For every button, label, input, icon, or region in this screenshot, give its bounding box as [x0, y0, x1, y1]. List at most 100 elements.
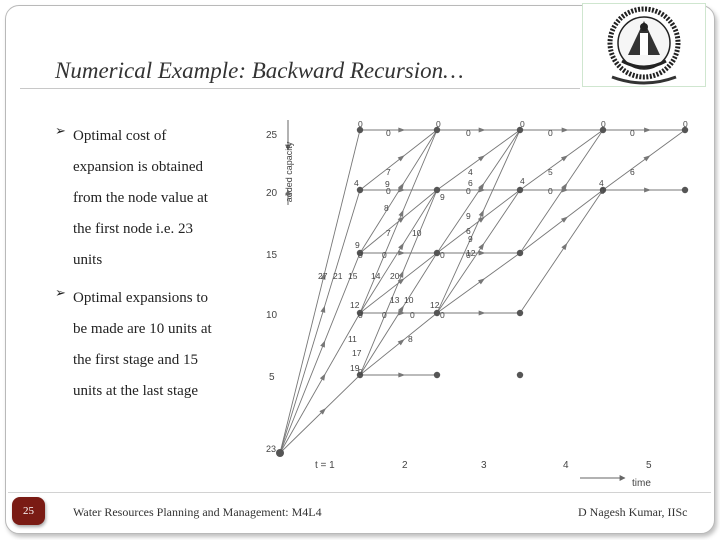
bullet-line: expansion is obtained: [73, 159, 203, 175]
edge-arrowhead: [398, 372, 406, 378]
network-node: [433, 371, 441, 379]
network-label: 9: [385, 179, 390, 189]
network-label: 12: [466, 248, 476, 258]
axes: added capacity 25 20 15 10 5 t = 1 2 3 4…: [266, 120, 652, 489]
network-label: 0: [466, 128, 471, 138]
network-label: 0: [466, 250, 471, 260]
x-tick-label: 3: [481, 460, 487, 471]
network-node: [516, 309, 524, 317]
network-edge: [602, 129, 686, 191]
footer-course-title: Water Resources Planning and Management:…: [73, 505, 322, 519]
network-edge: [436, 129, 521, 191]
network-node: [681, 186, 689, 194]
network-label: 0: [358, 310, 363, 320]
network-edge: [279, 129, 361, 454]
bullet-line: units: [73, 252, 103, 268]
network-label: 7: [386, 167, 391, 177]
bullet-list: ➢ Optimal cost of expansion is obtained …: [55, 123, 255, 421]
network-label: 21: [333, 271, 343, 281]
bullet-item: ➢ Optimal cost of expansion is obtained …: [55, 121, 255, 276]
network-edge: [519, 189, 604, 314]
network-edge: [519, 129, 604, 254]
edge-arrowhead: [320, 305, 326, 313]
edge-arrowhead: [319, 408, 327, 415]
network-edge: [519, 189, 604, 254]
network-label: 0: [386, 128, 391, 138]
network-label: 0: [382, 250, 387, 260]
bullet-line: the first stage and 15: [73, 352, 198, 368]
iisc-crest-icon: [582, 3, 706, 87]
network-edge: [279, 189, 361, 454]
network-label: 0: [436, 119, 441, 129]
y-tick-label: 20: [266, 188, 278, 199]
edge-arrowhead: [397, 216, 405, 223]
network-node: [356, 249, 364, 257]
network-edge: [436, 252, 521, 314]
start-node-label: 23: [266, 444, 276, 454]
network-label: 20: [390, 271, 400, 281]
y-axis-label: added capacity: [284, 141, 294, 202]
network-label: 14: [371, 271, 381, 281]
network-label: 4: [599, 178, 604, 188]
network-node: [516, 371, 524, 379]
bullet-line: from the node value at: [73, 190, 208, 206]
network-label: 0: [520, 119, 525, 129]
footer-author: D Nagesh Kumar, IISc: [578, 505, 688, 519]
network-label: 0: [600, 186, 605, 196]
x-tick-label: 4: [563, 460, 569, 471]
edge-arrowhead: [477, 278, 486, 285]
edge-arrowhead: [644, 187, 652, 193]
slide-title: Numerical Example: Backward Recursion…: [55, 58, 464, 83]
network-label: 9: [355, 240, 360, 250]
network-node: [433, 186, 441, 194]
edge-arrowhead: [477, 155, 486, 162]
edge-arrowhead: [397, 339, 405, 346]
network-label: 10: [412, 228, 422, 238]
network-label: 17: [352, 348, 362, 358]
edge-arrowhead: [397, 278, 405, 285]
network-label: 8: [384, 203, 389, 213]
network-edge: [359, 252, 438, 314]
edge-arrowhead: [478, 250, 486, 256]
network-label: 0: [440, 250, 445, 260]
network-node: [276, 449, 284, 457]
network-label: 13: [390, 295, 400, 305]
network-label: 15: [348, 271, 358, 281]
network-label: 0: [683, 119, 688, 129]
edge-arrowhead: [398, 305, 404, 313]
edge-arrowhead: [561, 127, 569, 133]
page-number-badge: 25: [12, 497, 45, 525]
edge-arrowhead: [561, 242, 568, 251]
network-label: 0: [548, 186, 553, 196]
network-label: 6: [466, 226, 471, 236]
edge-arrowhead: [319, 373, 326, 381]
title-divider: [20, 88, 580, 89]
network-node: [599, 186, 607, 194]
arrow-bullet-icon: ➢: [55, 285, 66, 300]
x-tick-label: t = 1: [315, 460, 335, 471]
network-label: 0: [358, 367, 363, 377]
bullet-line: units at the last stage: [73, 383, 198, 399]
edge-arrowhead: [398, 127, 406, 133]
network-node: [356, 186, 364, 194]
bullet-line: Optimal cost of: [73, 128, 167, 144]
x-tick-label: 2: [402, 460, 408, 471]
network-node: [433, 249, 441, 257]
x-axis-label: time: [632, 478, 651, 489]
bullet-line: be made are 10 units at: [73, 321, 212, 337]
network-node: [599, 126, 607, 134]
network-label: 0: [548, 128, 553, 138]
network-label: 4: [468, 167, 473, 177]
network-label: 8: [408, 334, 413, 344]
network-label: 7: [386, 228, 391, 238]
x-tick-label: 5: [646, 460, 652, 471]
edge-arrowhead: [320, 272, 326, 280]
network-node: [516, 186, 524, 194]
network-label: 12: [430, 300, 440, 310]
edge-arrowhead: [398, 270, 404, 278]
network-label: 9: [466, 211, 471, 221]
network-node: [356, 309, 364, 317]
network-label: 9: [440, 192, 445, 202]
